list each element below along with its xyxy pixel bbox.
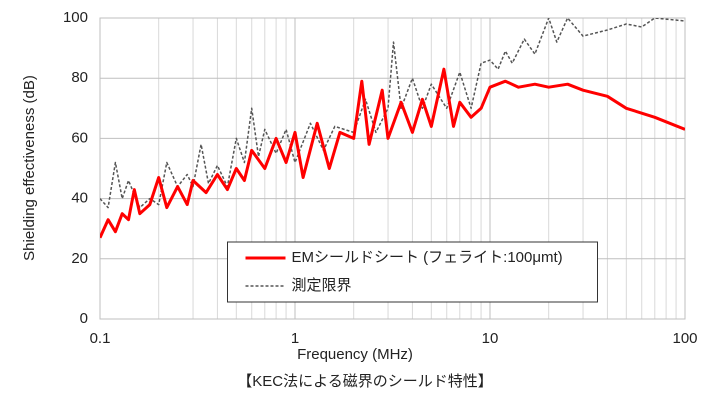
y-axis-label: Shielding effectiveness (dB) <box>21 75 38 261</box>
caption: 【KEC法による磁界のシールド特性】 <box>237 373 492 390</box>
y-tick-label: 60 <box>71 129 88 146</box>
y-tick-label: 20 <box>71 250 88 267</box>
y-tick-label: 100 <box>63 9 88 26</box>
legend-box <box>227 241 598 303</box>
legend-label: EMシールドシート (フェライト:100μmt) <box>292 249 563 266</box>
series-group <box>100 18 685 239</box>
legend-label: 測定限界 <box>292 277 352 294</box>
x-axis-label: Frequency (MHz) <box>297 346 413 363</box>
y-tick-label: 40 <box>71 190 88 207</box>
data-line <box>100 67 685 239</box>
y-tick-label: 80 <box>71 69 88 86</box>
x-tick-label: 0.1 <box>90 330 111 347</box>
x-tick-label: 10 <box>482 330 499 347</box>
x-tick-label: 1 <box>291 330 299 347</box>
x-tick-label: 100 <box>672 330 697 347</box>
y-tick-label: 0 <box>80 310 88 327</box>
plot-frame <box>99 17 686 320</box>
